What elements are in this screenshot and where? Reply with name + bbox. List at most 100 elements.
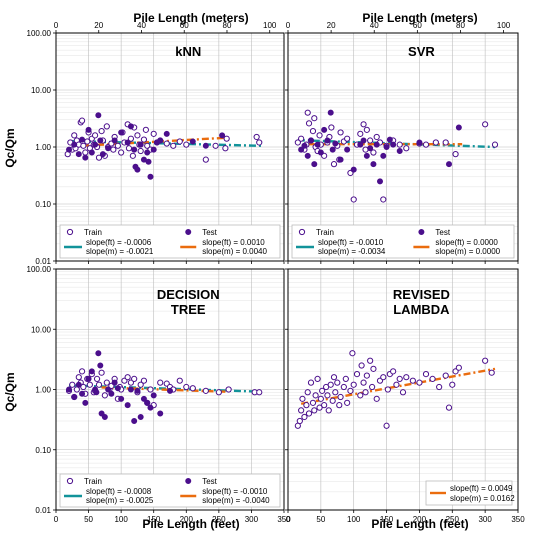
- train-point: [103, 379, 110, 386]
- train-point: [452, 151, 459, 158]
- test-point: [455, 124, 462, 131]
- test-point: [157, 410, 164, 417]
- train-point: [93, 375, 101, 382]
- legend-train-marker: [66, 228, 74, 236]
- test-point: [383, 143, 390, 150]
- train-point: [98, 369, 105, 376]
- train-point: [488, 369, 495, 376]
- train-point: [325, 407, 332, 414]
- test-point: [134, 166, 141, 173]
- train-point: [82, 149, 89, 156]
- y-tick-label: 1.00: [35, 386, 51, 395]
- train-point: [482, 121, 489, 128]
- train-point: [124, 374, 131, 381]
- x-tick-label-feet: 250: [446, 515, 460, 524]
- test-point: [118, 395, 125, 402]
- train-point: [80, 383, 87, 391]
- legend-box: [59, 224, 281, 259]
- train-point: [298, 135, 305, 142]
- y-tick-label: 100.00: [27, 29, 52, 38]
- test-point: [71, 141, 78, 148]
- legend-train-label: Train: [84, 228, 102, 237]
- train-point: [189, 385, 196, 392]
- train-point: [183, 141, 190, 148]
- y-tick-label: 0.10: [35, 200, 51, 209]
- train-point: [429, 375, 436, 382]
- test-point: [85, 126, 92, 133]
- train-point: [416, 379, 423, 386]
- top-left-xlabel-meters: Pile Length (meters): [133, 11, 248, 25]
- train-point: [350, 381, 357, 388]
- test-point: [131, 418, 138, 425]
- train-point: [304, 109, 311, 116]
- train-point: [482, 357, 489, 364]
- train-point: [147, 386, 154, 393]
- train-point: [360, 121, 367, 128]
- train-point: [80, 142, 87, 149]
- train-point: [95, 381, 103, 388]
- train-point: [98, 128, 105, 135]
- test-point: [157, 137, 164, 144]
- legend-test-label: Test: [435, 228, 450, 237]
- legend-train-marker: [66, 477, 74, 485]
- x-tick-label-meters: 0: [54, 21, 59, 30]
- train-point: [403, 145, 410, 152]
- x-tick-label-feet: 0: [286, 515, 291, 524]
- train-point: [176, 138, 183, 145]
- legend-test-label: Test: [202, 477, 217, 486]
- train-point: [118, 149, 125, 156]
- x-tick-label-meters: 100: [497, 21, 511, 30]
- train-point: [311, 407, 318, 414]
- legend-box: [59, 473, 281, 508]
- train-point: [127, 379, 135, 386]
- legend-box: [291, 224, 515, 259]
- test-point: [93, 389, 100, 396]
- train-point: [370, 365, 377, 372]
- train-point: [294, 139, 301, 146]
- x-tick-label-meters: 0: [286, 21, 291, 30]
- x-tick-label-meters: 40: [137, 21, 146, 30]
- test-point: [373, 141, 380, 148]
- train-point: [445, 404, 453, 411]
- test-point: [144, 399, 151, 406]
- train-point: [307, 379, 315, 386]
- legend-test-marker: [418, 228, 425, 235]
- train-point: [78, 117, 86, 124]
- train-point: [95, 154, 103, 161]
- x-tick-label-meters: 40: [370, 21, 379, 30]
- legend-train-label: Train: [316, 228, 334, 237]
- legend-test-label: Test: [202, 228, 217, 237]
- test-point: [134, 387, 141, 394]
- train-point: [342, 375, 349, 382]
- test-point: [147, 404, 154, 411]
- train-point: [140, 136, 148, 143]
- test-point: [140, 395, 147, 402]
- panel-title: LAMBDA: [393, 302, 450, 317]
- train-point: [363, 126, 370, 133]
- train-point: [328, 124, 335, 131]
- panel-decision-tree: 0.01 0.10 1.00 10.00 100.00 0 50 100 150 200 250 30…: [27, 265, 292, 524]
- y-tick-label: 1.00: [35, 143, 51, 152]
- train-point: [69, 381, 76, 388]
- test-point: [327, 109, 334, 116]
- x-tick-label-meters: 20: [94, 21, 103, 30]
- test-point: [82, 399, 89, 406]
- train-point: [396, 141, 403, 148]
- legend-test-slope-ft: slope(ft) = 0.0000: [435, 238, 498, 247]
- panel-knn: 0.01 0.10 1.00 10.00 100.000 20 40 60 80 100 kNN Tr…: [27, 21, 285, 266]
- train-point: [157, 379, 164, 386]
- train-point: [360, 379, 367, 386]
- x-tick-label-feet: 100: [347, 515, 361, 524]
- test-point: [163, 130, 170, 137]
- test-point: [124, 139, 131, 146]
- train-point: [373, 133, 380, 141]
- legend-train-slope-ft: slope(ft) = -0.0010: [318, 238, 384, 247]
- x-tick-label-feet: 300: [245, 515, 259, 524]
- train-point: [396, 375, 403, 382]
- train-point: [403, 374, 410, 381]
- x-tick-label-feet: 250: [212, 515, 226, 524]
- test-point: [344, 146, 351, 153]
- train-point: [150, 130, 157, 137]
- train-point: [337, 393, 344, 401]
